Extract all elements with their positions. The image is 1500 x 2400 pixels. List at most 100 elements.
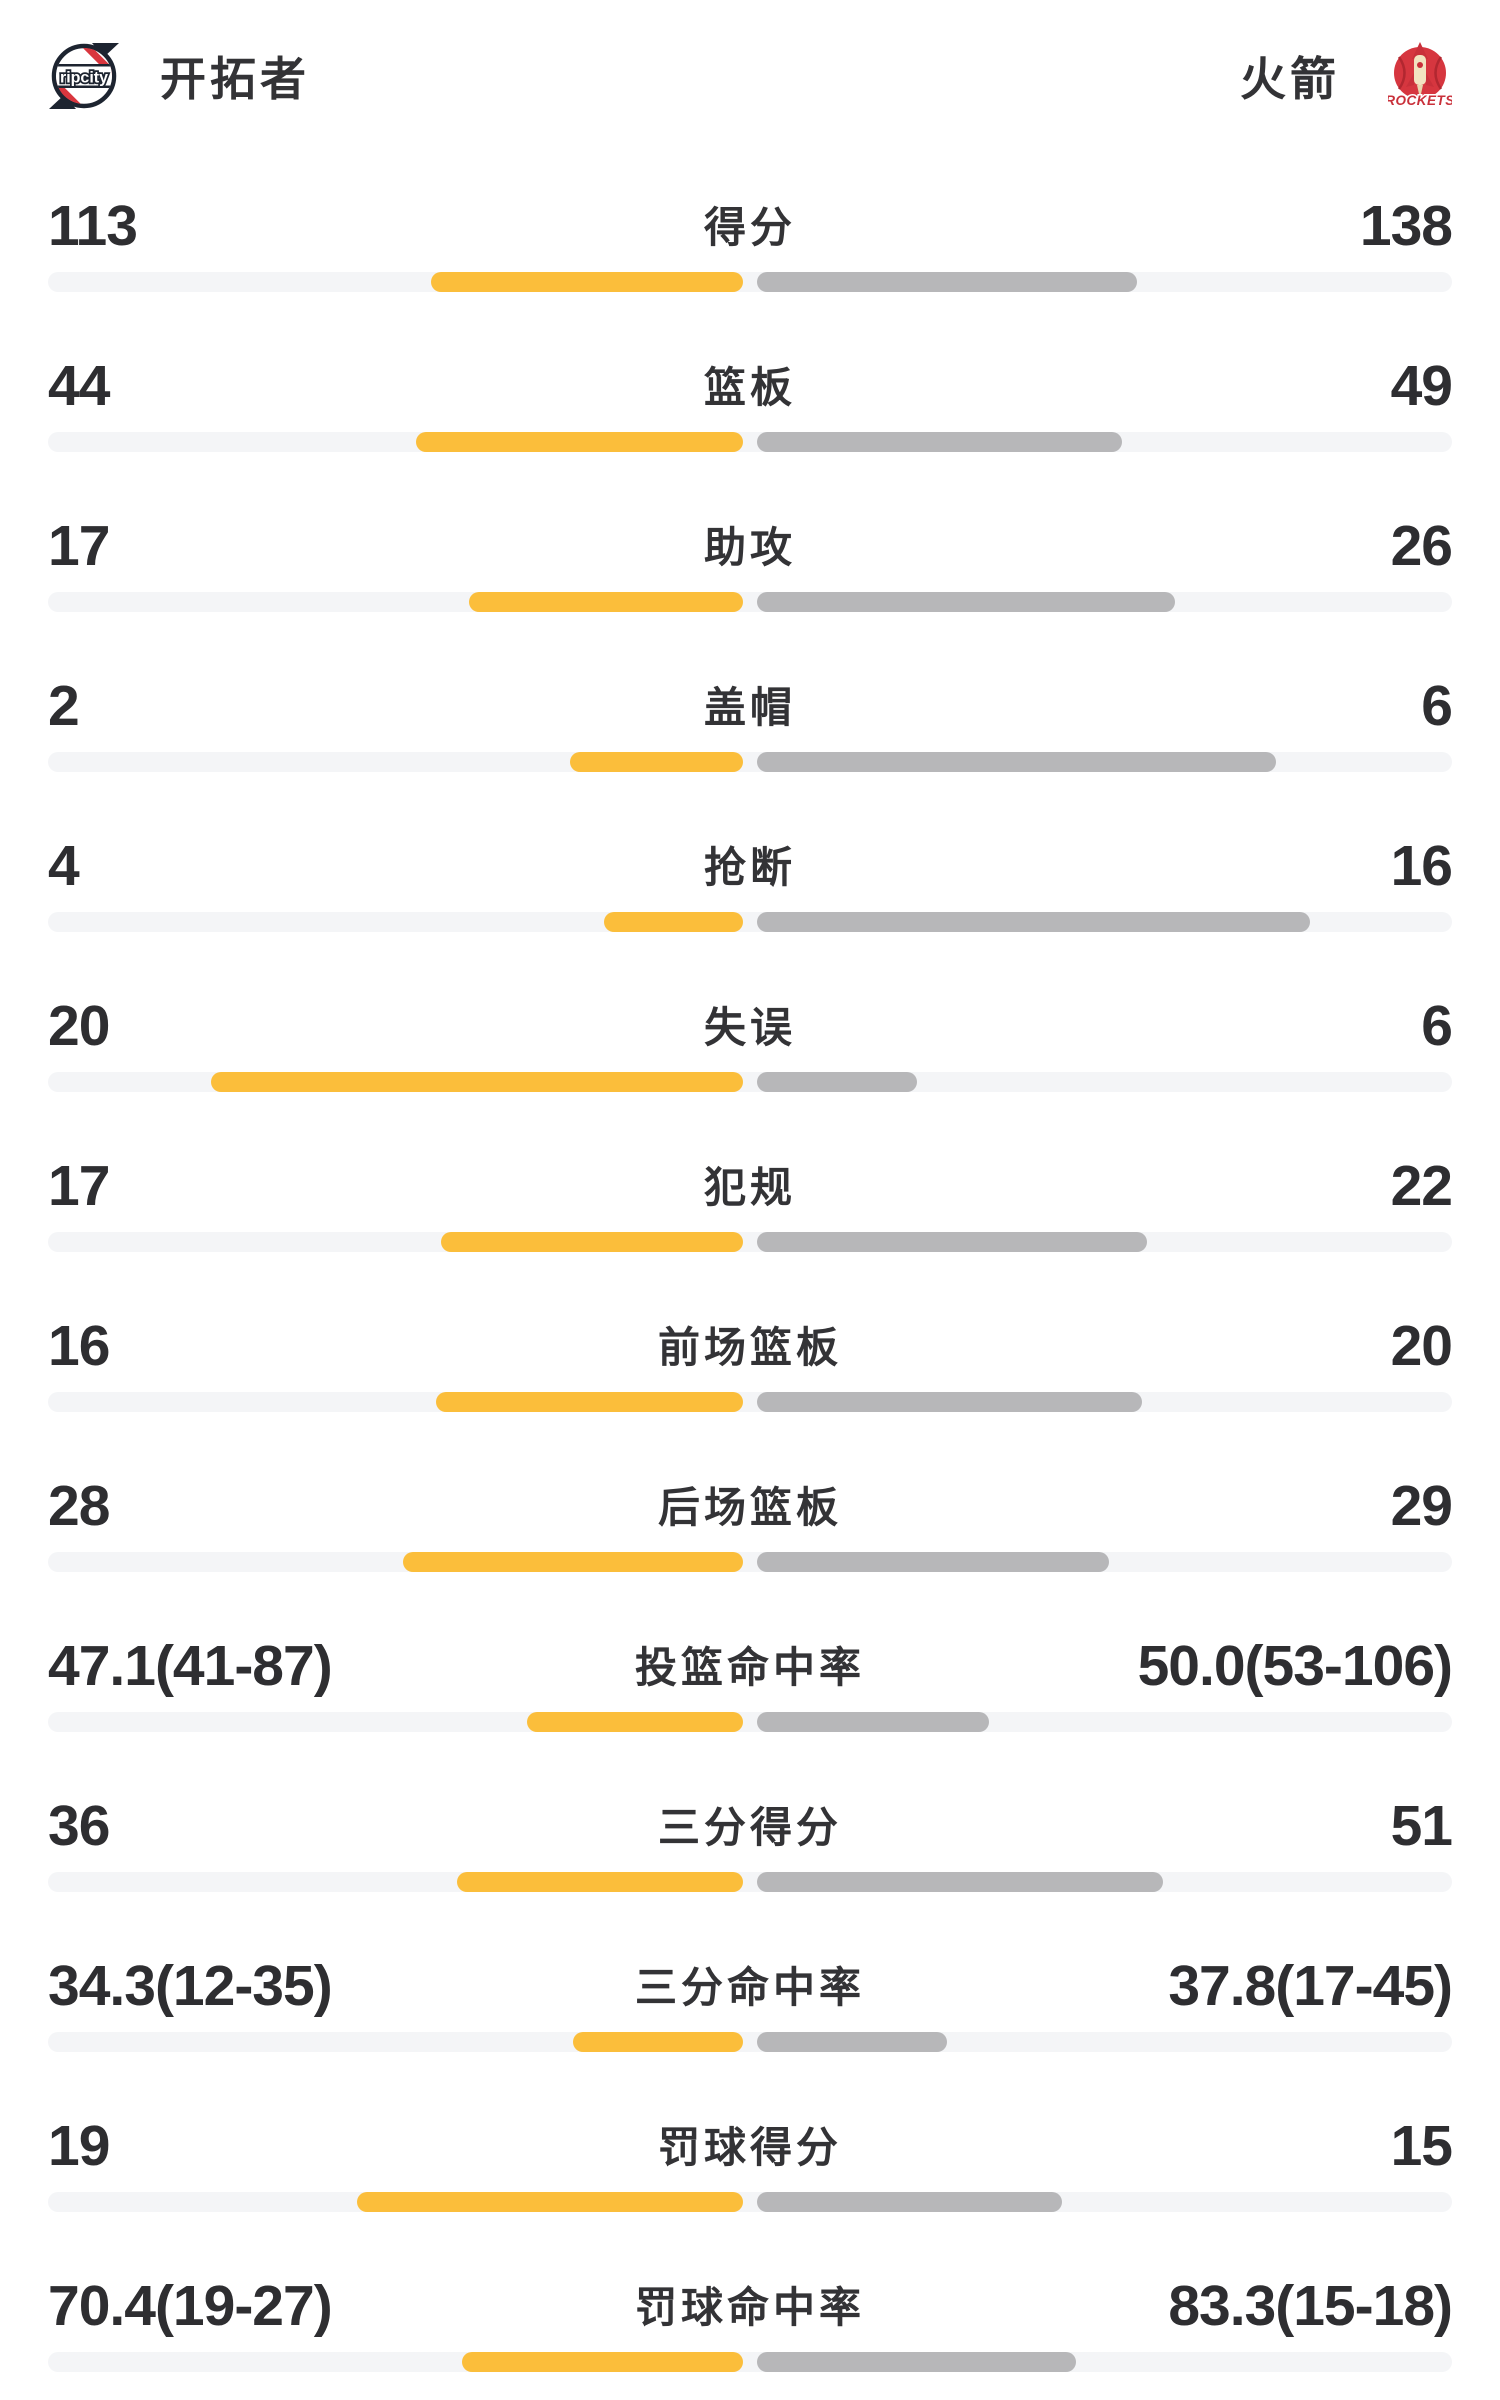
away-bar bbox=[757, 2032, 947, 2052]
away-value: 138 bbox=[1359, 194, 1453, 258]
away-value: 6 bbox=[1421, 674, 1453, 738]
stat-row: 2 盖帽 6 bbox=[48, 674, 1453, 842]
home-value: 17 bbox=[48, 514, 110, 578]
team-away: 火箭 ROCKETS bbox=[1240, 41, 1452, 111]
home-bar bbox=[210, 1072, 743, 1092]
stat-row: 36 三分得分 51 bbox=[48, 1794, 1453, 1962]
stat-row: 20 失误 6 bbox=[48, 994, 1453, 1162]
bar-track bbox=[48, 1552, 1452, 1572]
stat-label: 罚球得分 bbox=[657, 2124, 842, 2171]
bar-track bbox=[48, 432, 1452, 452]
stat-row: 17 犯规 22 bbox=[48, 1154, 1453, 1322]
home-bar bbox=[456, 1872, 743, 1892]
away-value: 16 bbox=[1390, 834, 1453, 898]
away-value: 51 bbox=[1390, 1794, 1453, 1858]
stat-row: 47.1(41-87) 投篮命中率 50.0(53-106) bbox=[48, 1634, 1453, 1802]
stat-row-text: 113 得分 138 bbox=[48, 194, 1453, 258]
home-bar bbox=[356, 2192, 743, 2212]
away-bar bbox=[757, 1872, 1163, 1892]
stat-label: 盖帽 bbox=[703, 684, 796, 731]
blazers-logo-text: ripcity bbox=[60, 70, 108, 87]
stat-row-text: 36 三分得分 51 bbox=[48, 1794, 1453, 1858]
bar-track bbox=[48, 2352, 1452, 2372]
home-bar bbox=[469, 592, 743, 612]
away-value: 37.8(17-45) bbox=[1168, 1954, 1453, 2018]
away-bar bbox=[757, 1072, 918, 1092]
home-bar bbox=[431, 272, 743, 292]
stat-row-text: 17 犯规 22 bbox=[48, 1154, 1453, 1218]
bar-track bbox=[48, 1712, 1452, 1732]
away-bar bbox=[757, 2352, 1076, 2372]
stats-list: 113 得分 138 44 篮板 49 17 助攻 bbox=[48, 194, 1453, 2400]
away-bar bbox=[757, 432, 1123, 452]
away-bar bbox=[757, 2192, 1062, 2212]
home-value: 17 bbox=[48, 1154, 110, 1218]
away-bar bbox=[757, 1232, 1148, 1252]
header: ripcity 开拓者 火箭 ROCKETS bbox=[48, 0, 1452, 112]
rockets-logo-text: ROCKETS bbox=[1388, 93, 1452, 108]
home-bar bbox=[415, 432, 743, 452]
away-value: 22 bbox=[1390, 1154, 1453, 1218]
stat-label: 后场篮板 bbox=[657, 1484, 842, 1531]
bar-track bbox=[48, 1392, 1452, 1412]
home-value: 34.3(12-35) bbox=[48, 1954, 333, 2018]
stat-row: 16 前场篮板 20 bbox=[48, 1314, 1453, 1482]
away-bar bbox=[757, 1552, 1110, 1572]
home-team-name: 开拓者 bbox=[160, 53, 310, 105]
home-bar bbox=[526, 1712, 743, 1732]
stat-label: 助攻 bbox=[703, 524, 796, 571]
home-value: 36 bbox=[48, 1794, 110, 1858]
bar-track bbox=[48, 1872, 1452, 1892]
bar-track bbox=[48, 592, 1452, 612]
stat-row-text: 47.1(41-87) 投篮命中率 50.0(53-106) bbox=[48, 1634, 1453, 1698]
home-value: 4 bbox=[48, 834, 80, 898]
away-value: 26 bbox=[1390, 514, 1453, 578]
stat-label: 三分命中率 bbox=[634, 1964, 865, 2011]
bar-track bbox=[48, 752, 1452, 772]
stat-row-text: 28 后场篮板 29 bbox=[48, 1474, 1453, 1538]
away-value: 29 bbox=[1390, 1474, 1453, 1538]
stat-row-text: 34.3(12-35) 三分命中率 37.8(17-45) bbox=[48, 1954, 1453, 2018]
home-value: 28 bbox=[48, 1474, 110, 1538]
stat-row: 17 助攻 26 bbox=[48, 514, 1453, 682]
home-value: 70.4(19-27) bbox=[48, 2274, 333, 2338]
stat-label: 罚球命中率 bbox=[634, 2284, 865, 2331]
stat-row: 113 得分 138 bbox=[48, 194, 1453, 362]
stat-row-text: 20 失误 6 bbox=[48, 994, 1453, 1058]
away-value: 6 bbox=[1421, 994, 1453, 1058]
home-value: 16 bbox=[48, 1314, 110, 1378]
away-bar bbox=[757, 1712, 989, 1732]
bar-track bbox=[48, 1072, 1452, 1092]
away-bar bbox=[757, 592, 1176, 612]
blazers-ripcity-logo-icon: ripcity bbox=[49, 43, 119, 109]
stat-row: 4 抢断 16 bbox=[48, 834, 1453, 1002]
bar-track bbox=[48, 2192, 1452, 2212]
home-value: 20 bbox=[48, 994, 110, 1058]
stat-label: 抢断 bbox=[703, 844, 796, 891]
stat-row: 34.3(12-35) 三分命中率 37.8(17-45) bbox=[48, 1954, 1453, 2122]
stat-row-text: 17 助攻 26 bbox=[48, 514, 1453, 578]
home-bar bbox=[441, 1232, 743, 1252]
home-value: 47.1(41-87) bbox=[48, 1634, 333, 1698]
stat-row-text: 4 抢断 16 bbox=[48, 834, 1453, 898]
away-value: 49 bbox=[1390, 354, 1453, 418]
home-bar bbox=[604, 912, 743, 932]
bar-track bbox=[48, 912, 1452, 932]
home-bar bbox=[403, 1552, 743, 1572]
stat-row: 28 后场篮板 29 bbox=[48, 1474, 1453, 1642]
home-value: 44 bbox=[48, 354, 110, 418]
stat-label: 失误 bbox=[703, 1004, 796, 1051]
away-bar bbox=[757, 272, 1138, 292]
bar-track bbox=[48, 272, 1452, 292]
away-value: 20 bbox=[1390, 1314, 1453, 1378]
stat-row-text: 44 篮板 49 bbox=[48, 354, 1453, 418]
home-value: 19 bbox=[48, 2114, 110, 2178]
home-value: 113 bbox=[48, 194, 138, 258]
stat-row-text: 16 前场篮板 20 bbox=[48, 1314, 1453, 1378]
stat-row: 19 罚球得分 15 bbox=[48, 2114, 1453, 2282]
bar-track bbox=[48, 1232, 1452, 1252]
stat-row-text: 2 盖帽 6 bbox=[48, 674, 1453, 738]
stat-label: 得分 bbox=[703, 204, 796, 251]
away-value: 15 bbox=[1390, 2114, 1453, 2178]
